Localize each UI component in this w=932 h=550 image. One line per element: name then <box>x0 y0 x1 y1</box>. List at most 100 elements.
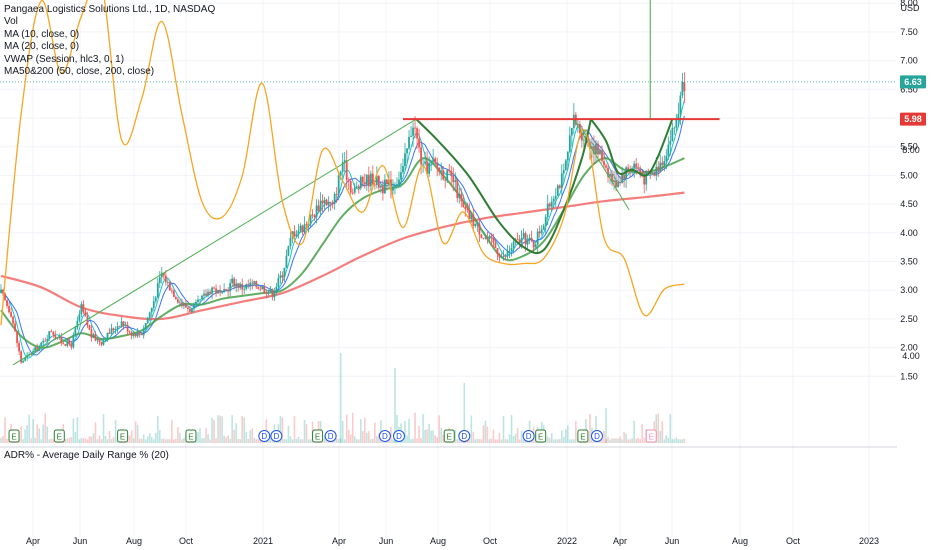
candle-body <box>478 223 481 235</box>
candle-body <box>377 175 380 188</box>
candle-body <box>229 283 232 292</box>
volume-bar <box>2 436 4 443</box>
candle-body <box>267 292 270 294</box>
candle-body <box>597 143 599 155</box>
candle-body <box>558 185 561 188</box>
candle-body <box>476 223 479 225</box>
candle-body <box>287 246 290 256</box>
volume-bar <box>6 438 8 443</box>
candle-body <box>108 332 111 334</box>
candle-body <box>201 295 203 300</box>
volume-bar <box>617 438 619 443</box>
candle-body <box>530 237 533 242</box>
ma20-line <box>0 115 685 356</box>
indicator-ma50-200[interactable]: MA50&200 (50, close, 200, close) <box>4 66 155 78</box>
candle-body <box>289 237 292 247</box>
volume-bar <box>221 416 223 443</box>
adr-indicator-title[interactable]: ADR% - Average Daily Range % (20) <box>4 450 169 461</box>
volume-bar <box>140 438 143 443</box>
candle-body <box>96 339 99 341</box>
volume-bar <box>337 439 340 443</box>
volume-bar <box>376 436 378 443</box>
candle-body <box>261 286 264 290</box>
volume-bar <box>410 439 412 443</box>
candle-body <box>605 165 607 168</box>
symbol-title[interactable]: Pangaea Logistics Solutions Ltd., 1D, NA… <box>4 4 216 15</box>
candle-body <box>213 287 215 289</box>
candle-body <box>144 322 147 330</box>
candle-body <box>2 289 4 294</box>
candle-body <box>8 305 10 313</box>
candle-body <box>663 161 666 166</box>
price-tick: 2.00 <box>900 343 918 353</box>
adr-pane <box>0 0 685 326</box>
candle-body <box>235 283 238 287</box>
volume-bar <box>663 439 666 443</box>
moving-averages <box>0 100 685 359</box>
volume-bar <box>32 419 34 443</box>
volume-bar <box>605 439 607 443</box>
volume-bar <box>669 413 672 443</box>
candle-body <box>279 275 282 278</box>
candle-body <box>464 207 467 210</box>
candle-body <box>178 302 181 304</box>
candle-body <box>265 292 268 294</box>
date-tick: Oct <box>483 536 498 546</box>
volume-bar <box>197 431 199 443</box>
volume-bar <box>675 437 678 443</box>
axes: USD9.008.508.007.507.006.506.005.505.004… <box>26 0 932 550</box>
volume-bar <box>100 439 103 443</box>
candle-body <box>223 289 226 293</box>
candle-body <box>319 200 322 212</box>
ma50-line <box>0 157 685 349</box>
volume-bar <box>484 420 487 443</box>
volume-bar <box>430 430 432 443</box>
volume-bar <box>335 438 338 443</box>
volume-bar <box>589 414 591 443</box>
candle-body <box>94 334 97 341</box>
candle-body <box>70 344 73 348</box>
candle-body <box>369 173 372 187</box>
volume-bar <box>225 437 227 443</box>
indicator-vwap[interactable]: VWAP (Session, hlc3, 0, 1) <box>4 53 125 65</box>
candle-body <box>673 127 676 129</box>
volume-bar <box>138 438 141 443</box>
resistance-price-tag <box>900 112 926 126</box>
volume-bar <box>390 426 392 443</box>
volume-bar <box>567 425 569 443</box>
volume-bar <box>456 439 459 443</box>
candle-body <box>379 185 382 188</box>
volume-bar <box>368 431 370 443</box>
volume-bar <box>470 415 473 443</box>
volume-bar <box>520 430 523 443</box>
candle-body <box>199 299 201 301</box>
candle-body <box>46 339 49 341</box>
candle-body <box>595 143 597 154</box>
volume-bar <box>181 439 183 443</box>
candle-body <box>64 344 67 346</box>
candle-body <box>546 203 549 218</box>
volume-bar <box>301 439 304 443</box>
indicator-ma10[interactable]: MA (10, close, 0) <box>4 28 80 40</box>
indicator-ma20[interactable]: MA (20, close, 0) <box>4 41 80 53</box>
volume-bar <box>130 430 133 443</box>
candle-body <box>645 170 648 185</box>
volume-bar <box>40 439 42 443</box>
indicator-vol[interactable]: Vol <box>4 16 18 28</box>
volume-bar <box>595 416 597 443</box>
volume-bar <box>213 419 215 443</box>
volume-bar <box>249 430 252 443</box>
volume-bar <box>563 437 565 443</box>
candle-body <box>259 288 262 290</box>
volume-bar <box>496 439 499 443</box>
handle-trendline <box>573 118 630 211</box>
volume-bar <box>128 435 131 443</box>
volume-bar <box>424 429 426 443</box>
dividend-marker <box>590 430 603 442</box>
candle-body <box>593 146 595 154</box>
currency-label: USD <box>900 3 920 13</box>
candle-body <box>518 239 521 244</box>
candle-body <box>209 291 211 294</box>
candle-body <box>442 170 445 180</box>
